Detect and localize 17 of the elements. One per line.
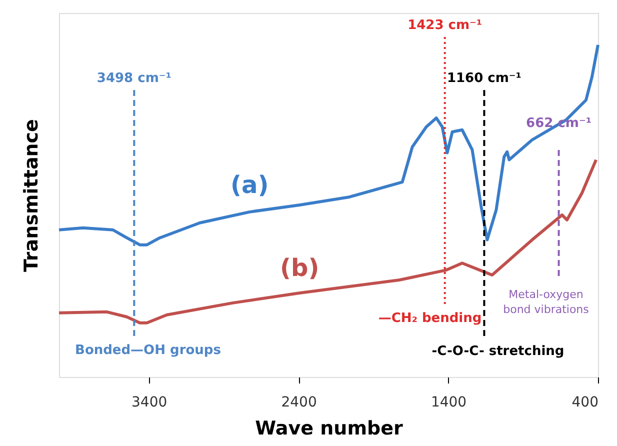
x-tick-label: 1400 [430,394,467,410]
ref-line-label: 662 cm⁻¹ [526,116,592,131]
annotation: Bonded—OH groups [75,343,222,358]
annotation: -C-O-C- stretching [432,344,564,359]
annotation: Metal-oxygen [508,288,584,301]
x-tick-label: 2400 [281,394,317,410]
ref-line-label: 3498 cm⁻¹ [96,71,172,86]
ref-line-label: 1423 cm⁻¹ [408,18,482,33]
series-label: (a) [230,170,269,199]
x-axis-title: Wave number [255,418,404,440]
x-tick-label: 3400 [132,394,168,410]
series-label: (b) [280,254,320,282]
y-axis-title: Transmittance [20,119,42,272]
ref-line-label: 1160 cm⁻¹ [446,71,522,86]
x-tick-label: 400 [572,394,598,410]
annotation: bond vibrations [503,303,590,316]
annotation: —CH₂ bending [378,311,482,326]
